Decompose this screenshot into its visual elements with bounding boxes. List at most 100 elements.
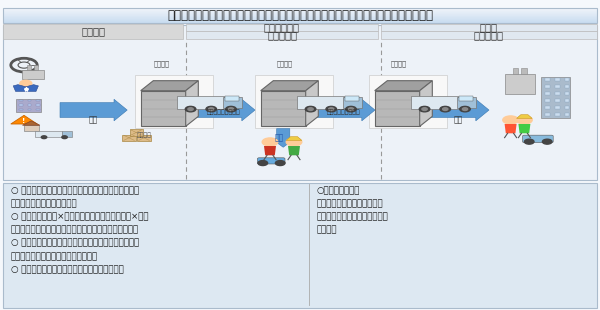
FancyBboxPatch shape xyxy=(545,113,550,116)
Polygon shape xyxy=(13,85,38,91)
FancyBboxPatch shape xyxy=(36,104,40,106)
Circle shape xyxy=(41,136,47,139)
Bar xyxy=(3,14,597,15)
FancyArrow shape xyxy=(313,99,375,121)
FancyBboxPatch shape xyxy=(460,96,473,101)
FancyBboxPatch shape xyxy=(381,24,597,31)
Text: 集荷: 集荷 xyxy=(88,115,98,124)
FancyBboxPatch shape xyxy=(545,85,550,88)
FancyBboxPatch shape xyxy=(555,113,560,116)
Text: ホーチミン: ホーチミン xyxy=(474,30,504,40)
Text: メコン地域におけるクロスボーダー国際宅配輸送の実現に向けた実証事業のイメージ: メコン地域におけるクロスボーダー国際宅配輸送の実現に向けた実証事業のイメージ xyxy=(167,9,433,22)
FancyBboxPatch shape xyxy=(523,135,553,143)
FancyBboxPatch shape xyxy=(28,104,31,106)
Text: ○ 多様な消費者向け貨物、企業向け貨物をタイにおい
　て小口混載貨物として集荷
○ ２０ｆコンテナ×２本、または４０ｆコンテナ×１本
　をトラックでクロスボーダ: ○ 多様な消費者向け貨物、企業向け貨物をタイにおい て小口混載貨物として集荷 ○… xyxy=(11,186,148,274)
FancyBboxPatch shape xyxy=(19,108,23,110)
Polygon shape xyxy=(286,137,302,140)
FancyBboxPatch shape xyxy=(130,129,143,136)
FancyBboxPatch shape xyxy=(254,75,332,128)
Bar xyxy=(3,9,597,10)
Circle shape xyxy=(62,136,67,139)
FancyBboxPatch shape xyxy=(541,78,570,118)
Bar xyxy=(3,22,597,23)
FancyBboxPatch shape xyxy=(545,78,550,81)
Polygon shape xyxy=(23,121,40,125)
FancyBboxPatch shape xyxy=(3,25,597,180)
FancyBboxPatch shape xyxy=(565,92,569,95)
FancyBboxPatch shape xyxy=(122,135,136,141)
Bar xyxy=(3,15,597,16)
Polygon shape xyxy=(517,115,532,118)
Polygon shape xyxy=(264,146,276,155)
Circle shape xyxy=(185,106,196,112)
Circle shape xyxy=(275,161,285,166)
Circle shape xyxy=(209,108,214,110)
Polygon shape xyxy=(420,81,432,126)
Circle shape xyxy=(206,106,217,112)
Text: 集配拠点: 集配拠点 xyxy=(391,60,407,67)
FancyBboxPatch shape xyxy=(545,106,550,109)
FancyBboxPatch shape xyxy=(375,91,420,126)
Bar xyxy=(3,18,597,19)
Circle shape xyxy=(326,106,337,112)
FancyBboxPatch shape xyxy=(186,24,378,31)
Text: ハノイ: ハノイ xyxy=(480,22,498,32)
FancyBboxPatch shape xyxy=(555,85,560,88)
FancyBboxPatch shape xyxy=(555,78,560,81)
FancyBboxPatch shape xyxy=(16,99,41,112)
Polygon shape xyxy=(288,146,300,155)
FancyBboxPatch shape xyxy=(555,106,560,109)
Circle shape xyxy=(262,138,278,146)
Polygon shape xyxy=(141,81,198,91)
Text: ○主な輸送貨物：
　宝飾品、衣料品、食料品、
　冷凍食品、化粧品、日用品、
　タイヤ: ○主な輸送貨物： 宝飾品、衣料品、食料品、 冷凍食品、化粧品、日用品、 タイヤ xyxy=(317,186,389,235)
Text: クロスボーダー輸送: クロスボーダー輸送 xyxy=(207,110,241,115)
FancyBboxPatch shape xyxy=(545,99,550,102)
FancyBboxPatch shape xyxy=(36,108,40,110)
Polygon shape xyxy=(518,124,530,133)
FancyBboxPatch shape xyxy=(565,85,569,88)
Circle shape xyxy=(258,161,268,166)
Text: サバナケット: サバナケット xyxy=(264,22,300,32)
FancyBboxPatch shape xyxy=(257,158,285,164)
Circle shape xyxy=(20,80,32,86)
FancyBboxPatch shape xyxy=(28,100,31,101)
FancyBboxPatch shape xyxy=(343,97,362,108)
Circle shape xyxy=(226,106,236,112)
FancyBboxPatch shape xyxy=(62,131,72,137)
Circle shape xyxy=(542,139,552,144)
Bar xyxy=(3,21,597,22)
FancyBboxPatch shape xyxy=(137,135,151,141)
FancyBboxPatch shape xyxy=(23,125,39,131)
Text: 小口貨物: 小口貨物 xyxy=(137,133,151,138)
FancyBboxPatch shape xyxy=(513,68,518,74)
Circle shape xyxy=(229,108,233,110)
Circle shape xyxy=(305,106,316,112)
Bar xyxy=(3,17,597,18)
FancyBboxPatch shape xyxy=(521,68,527,74)
FancyArrow shape xyxy=(429,99,489,121)
FancyBboxPatch shape xyxy=(22,70,44,79)
FancyBboxPatch shape xyxy=(565,99,569,102)
Text: 中間拠点: 中間拠点 xyxy=(277,60,293,67)
Bar xyxy=(3,20,597,21)
Bar xyxy=(3,12,597,13)
Bar xyxy=(3,16,597,17)
FancyBboxPatch shape xyxy=(565,106,569,109)
FancyBboxPatch shape xyxy=(346,96,359,101)
Circle shape xyxy=(443,108,448,110)
FancyBboxPatch shape xyxy=(545,92,550,95)
Circle shape xyxy=(308,108,313,110)
Circle shape xyxy=(188,108,193,110)
FancyBboxPatch shape xyxy=(565,78,569,81)
FancyBboxPatch shape xyxy=(3,24,183,39)
FancyBboxPatch shape xyxy=(298,96,344,109)
Circle shape xyxy=(329,108,334,110)
FancyBboxPatch shape xyxy=(223,97,242,108)
FancyBboxPatch shape xyxy=(555,99,560,102)
FancyBboxPatch shape xyxy=(555,92,560,95)
FancyBboxPatch shape xyxy=(505,74,535,94)
FancyBboxPatch shape xyxy=(381,31,597,39)
Circle shape xyxy=(419,106,430,112)
Text: 配送: 配送 xyxy=(453,115,463,124)
Text: !: ! xyxy=(22,118,26,124)
